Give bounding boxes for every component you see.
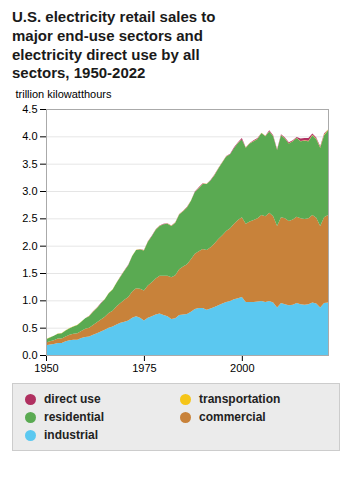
svg-text:3.5: 3.5: [22, 158, 37, 170]
html-text:transportation: transportation: [199, 392, 281, 406]
svg-text:1.5: 1.5: [22, 267, 37, 279]
html-text:direct use: direct use: [44, 392, 101, 406]
svg-text:4.5: 4.5: [22, 103, 37, 115]
svg-text:1.0: 1.0: [22, 294, 37, 306]
svg-text:1975: 1975: [132, 362, 156, 374]
html-text:commercial: commercial: [199, 410, 266, 424]
svg-text:2.0: 2.0: [22, 240, 37, 252]
html-text:U.S. electricity retail sales: U.S. electricity retail sales to major e…: [12, 8, 216, 82]
svg-text:trillion kilowatthours: trillion kilowatthours: [16, 88, 112, 100]
html-text:residential: residential: [44, 410, 104, 424]
html-text:industrial: industrial: [44, 428, 98, 442]
svg-text:2000: 2000: [230, 362, 254, 374]
svg-text:4.0: 4.0: [22, 130, 37, 142]
svg-text:2.5: 2.5: [22, 212, 37, 224]
svg-text:0.5: 0.5: [22, 322, 37, 334]
svg-text:0.0: 0.0: [22, 349, 37, 361]
svg-text:3.0: 3.0: [22, 185, 37, 197]
svg-text:1950: 1950: [34, 362, 58, 374]
